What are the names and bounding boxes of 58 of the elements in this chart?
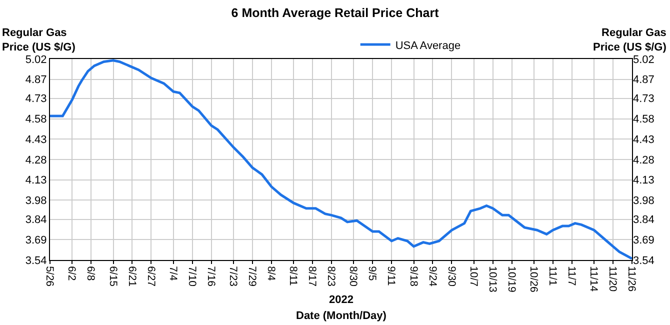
- x-tick-label: 10/13: [486, 266, 498, 293]
- y-tick-label: 5.02: [25, 54, 47, 66]
- x-tick-label: 7/16: [204, 266, 217, 287]
- x-tick-label: 6/27: [144, 266, 157, 287]
- x-tick-label: 9/18: [407, 266, 420, 287]
- x-tick-label: 6/2: [66, 266, 78, 281]
- x-tick-label: 6/8: [84, 266, 97, 281]
- y2-tick-label: 3.54: [633, 254, 654, 267]
- x-tick-label: 11/1: [546, 266, 559, 286]
- x-tick-label: 9/5: [366, 266, 378, 281]
- y-tick-label: 4.13: [25, 174, 47, 187]
- y2-axis-title: Regular Gas Price (US $/G): [593, 27, 667, 54]
- y2-tick-label: 4.28: [633, 154, 654, 166]
- y-tick-label: 3.69: [25, 234, 47, 246]
- legend-label: USA Average: [395, 40, 461, 52]
- y-tick-label: 4.87: [25, 74, 47, 86]
- x-tick-label: 8/30: [347, 266, 360, 287]
- y2-tick-label: 4.13: [633, 174, 654, 187]
- y-tick-label: 3.98: [25, 195, 47, 208]
- x-tick-label: 10/19: [505, 266, 518, 293]
- y-tick-label: 3.84: [25, 214, 47, 226]
- x-tick-label: 8/11: [287, 266, 300, 286]
- y2-tick-label: 4.58: [633, 114, 654, 126]
- x-tick-label: 10/26: [528, 266, 540, 293]
- x-tick-label: 7/4: [166, 266, 179, 281]
- y-tick-label: 4.73: [25, 93, 47, 106]
- y2-tick-label: 4.73: [633, 93, 654, 106]
- y2-tick-label: 5.02: [633, 54, 654, 66]
- text: 2022: [329, 294, 354, 306]
- x-tick-label: 11/26: [626, 266, 638, 292]
- x-tick-label: 7/23: [227, 266, 240, 287]
- y2-tick-label: 3.69: [633, 234, 654, 246]
- x-axis-title: Date (Month/Day): [296, 310, 387, 322]
- y-tick-label: 3.54: [25, 254, 47, 267]
- y-tick-label: 4.28: [25, 154, 47, 166]
- y-axis-title: Regular Gas Price (US $/G): [2, 27, 76, 54]
- x-tick-label: 8/23: [325, 266, 338, 287]
- x-tick-label: 5/26: [44, 266, 56, 287]
- y2-tick-label: 3.98: [633, 195, 654, 208]
- x-tick-label: 9/30: [445, 266, 458, 287]
- y-tick-label: 4.58: [25, 114, 47, 126]
- x-tick-label: 7/29: [246, 266, 258, 287]
- x-tick-label: 8/17: [306, 266, 318, 287]
- y2-tick-label: 4.87: [633, 74, 654, 86]
- x-tick-label: 7/10: [186, 266, 198, 287]
- x-tick-label: 11/7: [565, 266, 578, 286]
- x-tick-label: 9/24: [426, 266, 438, 287]
- x-tick-label: 8/4: [264, 266, 277, 281]
- x-tick-label: 10/7: [467, 266, 480, 287]
- x-tick-label: 11/20: [606, 266, 619, 292]
- y-tick-label: 4.43: [25, 134, 47, 146]
- x-tick-label: 11/14: [588, 266, 600, 292]
- x-tick-label: 6/21: [126, 266, 138, 287]
- x-tick-label: 6/15: [106, 266, 119, 287]
- y2-tick-label: 3.84: [633, 214, 654, 226]
- y2-tick-label: 4.43: [633, 134, 654, 146]
- chart-title: 6 Month Average Retail Price Chart: [231, 6, 440, 20]
- x-tick-label: 9/11: [385, 266, 398, 286]
